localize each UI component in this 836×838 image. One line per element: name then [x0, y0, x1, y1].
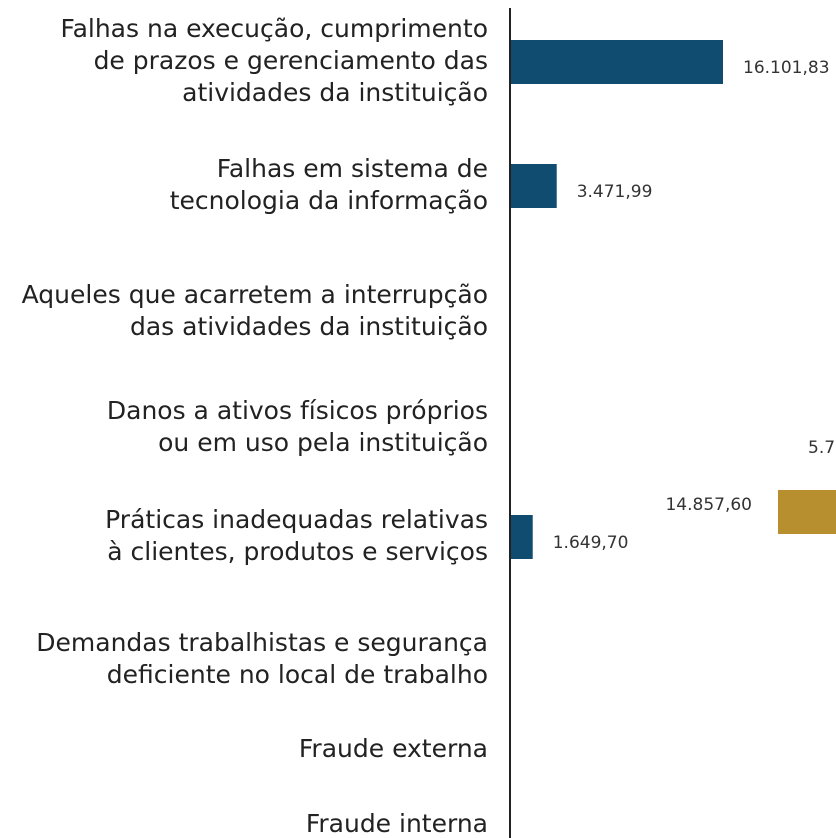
value-label: 1.649,70: [553, 533, 629, 553]
bar: [511, 164, 557, 208]
category-label: Fraude externa: [299, 734, 488, 763]
value-label: 16.101,83: [743, 58, 830, 78]
bar: [778, 490, 836, 534]
category-label: Práticas inadequadas relativas: [105, 505, 488, 534]
bar: [511, 40, 723, 84]
category-label: das atividades da instituição: [130, 312, 488, 341]
category-label: atividades da instituição: [182, 78, 488, 107]
value-label: 14.857,60: [665, 495, 752, 515]
category-label: Danos a ativos físicos próprios: [107, 396, 488, 425]
category-label: Fraude interna: [306, 809, 488, 838]
category-label: Aqueles que acarretem a interrupção: [22, 280, 488, 309]
category-label: deficiente no local de trabalho: [107, 660, 488, 689]
annotation: 5.7: [808, 438, 835, 458]
value-label: 3.471,99: [577, 182, 653, 202]
bar: [511, 515, 533, 559]
category-label: Falhas em sistema de: [217, 154, 488, 183]
category-label: tecnologia da informação: [170, 186, 488, 215]
category-label: de prazos e gerenciamento das: [94, 46, 488, 75]
category-label: à clientes, produtos e serviços: [107, 537, 488, 566]
category-label: Demandas trabalhistas e segurança: [36, 628, 488, 657]
category-label: Falhas na execução, cumprimento: [60, 14, 488, 43]
category-label: ou em uso pela instituição: [158, 428, 488, 457]
